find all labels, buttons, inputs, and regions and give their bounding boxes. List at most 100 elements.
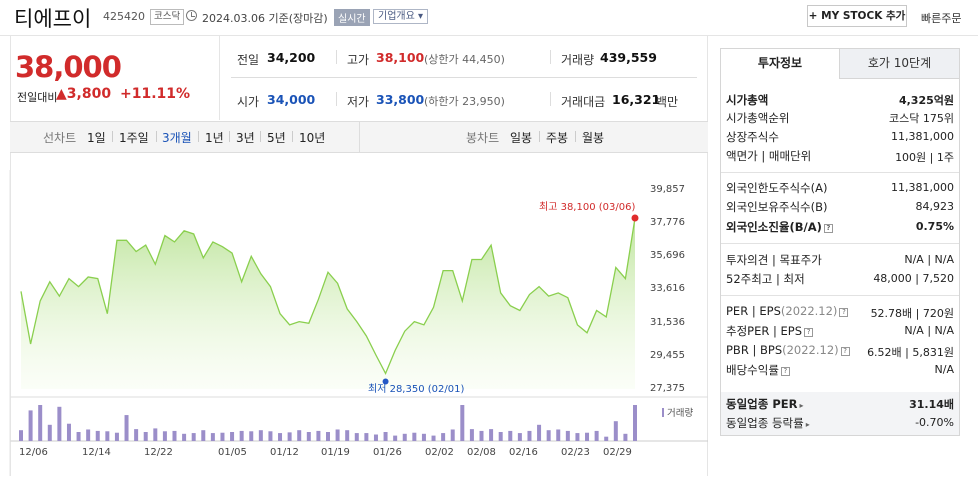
volume-bar	[441, 433, 446, 441]
volume-bar	[239, 430, 244, 441]
opinion-value: N/A | N/A	[904, 253, 954, 266]
per-label-text: PER | EPS	[726, 304, 781, 318]
per-year: (2022.12)	[780, 304, 838, 318]
candle-chart-title: 봉차트	[466, 131, 500, 145]
dividend-label: 배당수익률?	[726, 362, 790, 378]
volume-bar	[326, 432, 330, 441]
volume-bar	[527, 430, 532, 441]
tab-orderbook[interactable]: 호가 10단계	[839, 49, 959, 79]
price-chart[interactable]	[0, 0, 710, 478]
help-icon[interactable]: ?	[780, 367, 790, 376]
x-tick-label: 12/14	[82, 447, 111, 458]
foreign-ratio-value: 0.75%	[915, 220, 954, 233]
volume-bar	[316, 430, 321, 441]
volume-bar	[172, 430, 177, 441]
change-value: ▲3,800	[56, 86, 111, 102]
volume-bar	[489, 429, 494, 441]
candle-daily[interactable]: 일봉	[510, 131, 533, 145]
divider	[721, 172, 959, 173]
period-3y[interactable]: 3년	[236, 131, 255, 145]
divider	[575, 131, 576, 142]
sector-per-value: 31.14배	[909, 398, 954, 411]
line-chart-title: 선차트	[43, 131, 77, 145]
opinion-label: 투자의견 | 목표주가	[726, 253, 822, 267]
y-tick-label: 39,857	[650, 184, 685, 195]
volume-bar	[210, 433, 215, 441]
help-icon[interactable]: ?	[823, 224, 833, 233]
volume-bar	[565, 430, 570, 441]
volume-bar	[268, 431, 273, 441]
pbr-label: PBR | BPS(2022.12)?	[726, 343, 850, 357]
sector-per-label[interactable]: 동일업종 PER ▸	[726, 396, 803, 412]
volume-bar	[421, 433, 426, 441]
foreign-limit-value: 11,381,000	[891, 181, 954, 194]
help-icon[interactable]: ?	[839, 308, 849, 317]
help-icon[interactable]: ?	[804, 328, 814, 337]
candle-monthly[interactable]: 월봉	[582, 131, 605, 145]
company-name[interactable]: 티에프이	[14, 7, 92, 31]
mcap-label: 시가총액	[726, 93, 769, 107]
high-value: 38,100	[376, 50, 425, 65]
volume-bar	[143, 432, 148, 441]
help-icon[interactable]: ?	[840, 347, 850, 356]
per-value: 52.78배 | 720원	[870, 307, 954, 320]
change-percent: +11.11%	[120, 86, 191, 102]
x-tick-label: 02/08	[467, 447, 496, 458]
w52-value: 48,000 | 7,520	[873, 272, 954, 285]
period-1w[interactable]: 1주일	[119, 131, 149, 145]
caret-right-icon: ▸	[799, 401, 804, 410]
y-tick-label: 37,776	[650, 217, 685, 228]
candle-weekly[interactable]: 주봉	[546, 131, 569, 145]
volume-bar	[517, 433, 522, 441]
x-tick-label: 01/26	[373, 447, 402, 458]
y-tick-label: 29,455	[650, 350, 685, 361]
volume-bar	[182, 433, 187, 441]
divider	[336, 92, 337, 106]
volume-bar	[230, 432, 235, 441]
period-10y[interactable]: 10년	[299, 131, 326, 145]
volume-bar	[479, 430, 484, 441]
x-tick-label: 02/16	[509, 447, 538, 458]
x-tick-label: 12/22	[144, 447, 173, 458]
divider	[260, 131, 261, 142]
volume-legend-label: 거래량	[667, 408, 694, 419]
tab-investment-info[interactable]: 투자정보	[721, 49, 839, 79]
volume-bar	[469, 429, 474, 441]
realtime-badge[interactable]: 실시간	[334, 9, 370, 26]
sector-rate-label[interactable]: 동일업종 등락률 ▸	[726, 415, 810, 431]
divider	[550, 50, 551, 64]
divider	[198, 131, 199, 142]
divider	[229, 131, 230, 142]
change-label: 전일대비	[17, 91, 58, 104]
volume-bar	[153, 428, 158, 441]
volume-bar	[498, 432, 503, 441]
divider	[219, 36, 220, 120]
open-label: 시가	[237, 95, 260, 109]
volume-bar	[114, 432, 119, 441]
volume-bar	[460, 405, 465, 441]
amount-unit: 백만	[656, 95, 679, 109]
foreign-ratio-label: 외국인소진율(B/A)?	[726, 219, 833, 235]
divider	[336, 50, 337, 64]
x-tick-label: 01/19	[321, 447, 350, 458]
company-overview-dropdown[interactable]: 기업개요 ▾	[373, 9, 428, 24]
volume-bar	[47, 424, 52, 441]
volume-bar	[585, 432, 590, 441]
mcap-rank-label: 시가총액순위	[726, 111, 790, 125]
quick-order-link[interactable]: 빠른주문	[921, 12, 962, 25]
x-tick-label: 02/29	[603, 447, 632, 458]
period-3m[interactable]: 3개월	[162, 131, 192, 145]
add-mystock-button[interactable]: + MY STOCK 추가	[807, 5, 907, 27]
dividend-label-text: 배당수익률	[726, 363, 779, 377]
y-tick-label: 31,536	[650, 317, 685, 328]
volume-bar	[57, 406, 62, 441]
period-5y[interactable]: 5년	[267, 131, 286, 145]
volume-bar	[364, 433, 369, 441]
period-1d[interactable]: 1일	[87, 131, 106, 145]
sector-per-label-text: 동일업종 PER	[726, 397, 798, 411]
foreign-ratio-label-text: 외국인소진율(B/A)	[726, 220, 822, 234]
volume-bar	[220, 432, 225, 441]
period-1y[interactable]: 1년	[205, 131, 224, 145]
pbr-value: 6.52배 | 5,831원	[867, 346, 954, 359]
volume-bar	[546, 430, 551, 441]
